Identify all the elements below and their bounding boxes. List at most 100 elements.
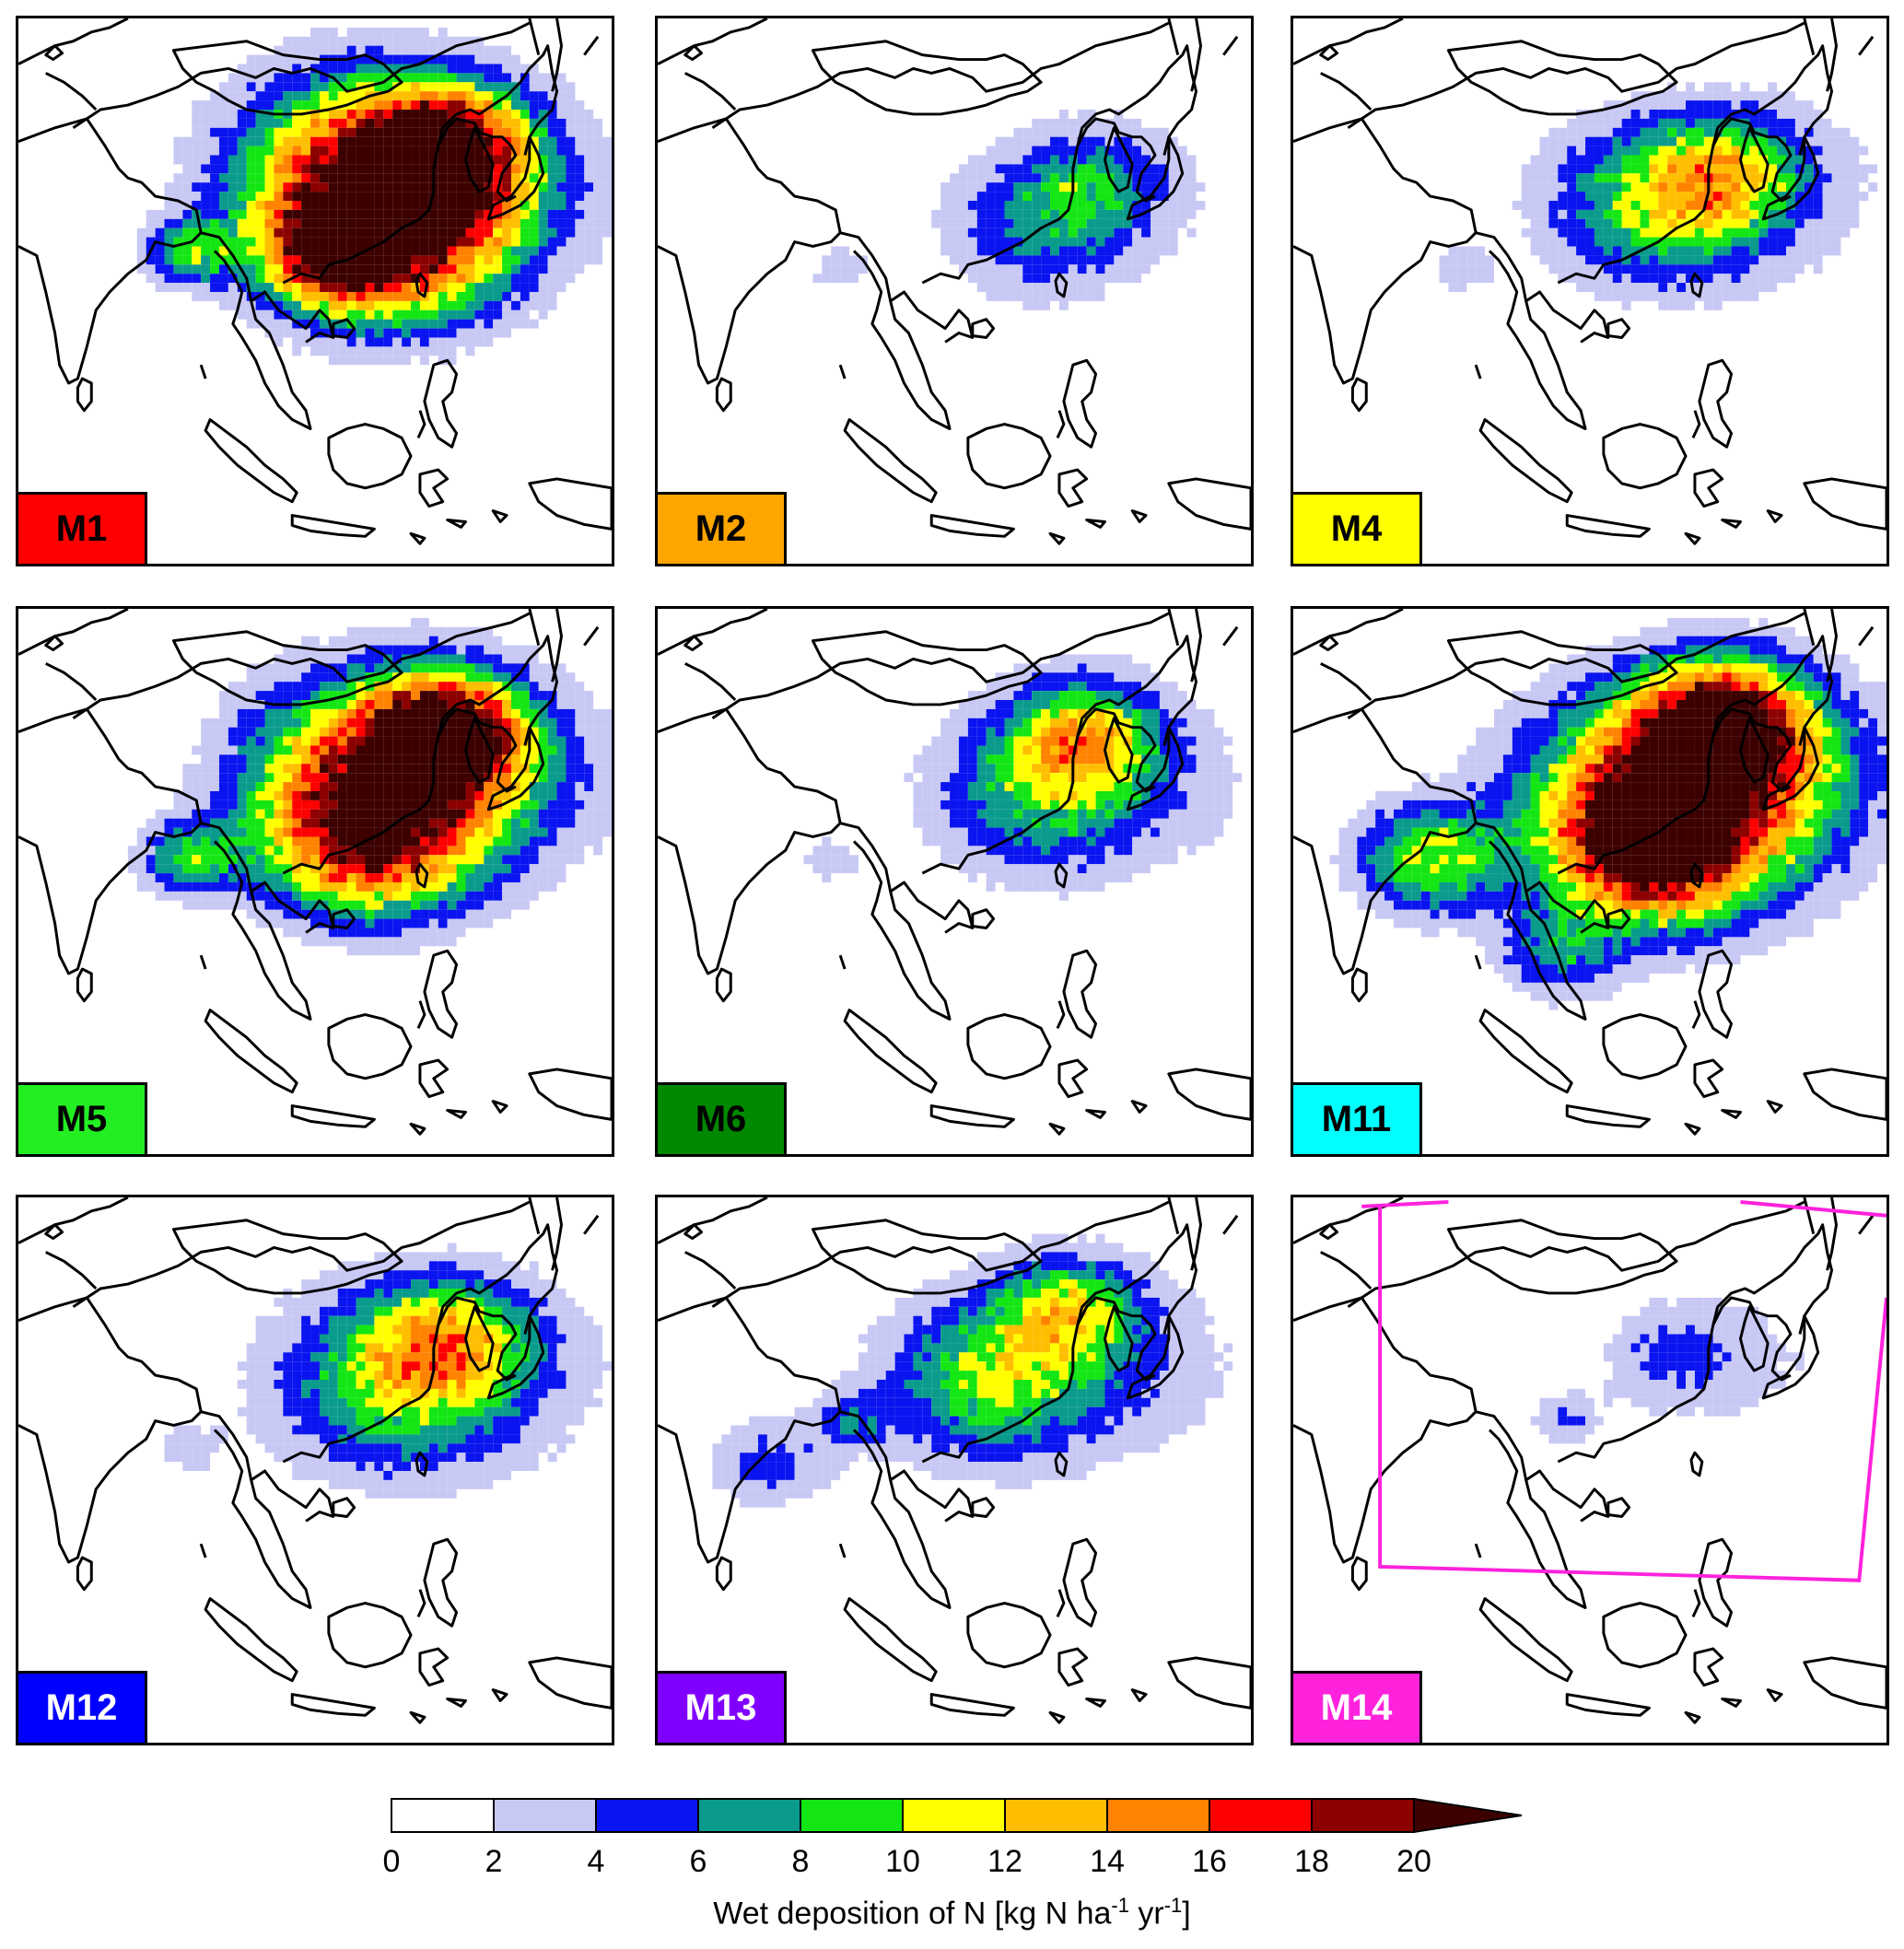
deposition-cell (1058, 727, 1069, 737)
deposition-cell (237, 200, 247, 210)
deposition-cell (374, 736, 384, 746)
deposition-cell (950, 846, 959, 856)
deposition-cell (328, 864, 338, 874)
deposition-cell (1032, 291, 1042, 301)
deposition-cell (1104, 654, 1115, 664)
deposition-map (1293, 18, 1886, 545)
deposition-cell (456, 155, 466, 165)
deposition-cell (456, 818, 466, 828)
deposition-cell (1114, 246, 1124, 256)
deposition-cell (310, 790, 320, 800)
deposition-cell (438, 881, 448, 892)
deposition-cell (1104, 228, 1115, 238)
deposition-cell (1576, 283, 1586, 292)
deposition-cell (1186, 173, 1197, 183)
deposition-cell (292, 645, 302, 655)
deposition-cell (474, 818, 485, 828)
deposition-cell (365, 356, 375, 366)
deposition-cell (182, 255, 193, 265)
deposition-cell (1151, 855, 1160, 865)
deposition-cell (301, 708, 311, 718)
deposition-cell (958, 708, 968, 718)
deposition-cell (255, 218, 265, 228)
coastline (658, 18, 768, 65)
deposition-cell (1151, 127, 1160, 137)
deposition-cell (319, 891, 329, 901)
deposition-cell (1104, 155, 1115, 165)
deposition-cell (1022, 827, 1033, 837)
deposition-cell (511, 864, 520, 874)
deposition-cell (155, 891, 165, 901)
deposition-cell (967, 736, 977, 746)
deposition-cell (1004, 146, 1014, 156)
deposition-cell (210, 764, 219, 774)
deposition-cell (1649, 274, 1659, 284)
deposition-cell (274, 718, 284, 728)
deposition-cell (392, 937, 403, 947)
deposition-cell (319, 682, 329, 692)
deposition-cell (950, 809, 959, 819)
deposition-cell (1205, 773, 1215, 783)
deposition-cell (1712, 200, 1723, 210)
deposition-cell (1621, 100, 1631, 110)
deposition-cell (1050, 173, 1059, 183)
deposition-cell (940, 228, 951, 238)
deposition-cell (950, 773, 959, 783)
deposition-cell (356, 855, 366, 865)
deposition-cell (1041, 274, 1051, 284)
deposition-cell (584, 782, 594, 791)
deposition-cell (292, 300, 302, 310)
deposition-cell (292, 118, 302, 128)
deposition-cell (356, 73, 366, 83)
deposition-cell (1058, 127, 1069, 137)
deposition-cell (1722, 155, 1732, 165)
deposition-cell (428, 745, 438, 755)
deposition-cell (319, 182, 329, 193)
deposition-cell (1196, 836, 1206, 846)
deposition-cell (1032, 764, 1042, 774)
deposition-cell (301, 736, 311, 746)
deposition-cell (593, 846, 603, 856)
deposition-cell (337, 64, 347, 74)
deposition-cell (301, 218, 311, 228)
deposition-cell (1132, 799, 1142, 810)
deposition-cell (1104, 274, 1115, 284)
deposition-cell (292, 274, 302, 284)
deposition-cell (228, 891, 238, 901)
deposition-cell (1731, 91, 1741, 101)
deposition-cell (1457, 264, 1467, 274)
deposition-cell (538, 745, 548, 755)
deposition-cell (1649, 91, 1659, 101)
deposition-cell (346, 209, 356, 219)
deposition-cell (1095, 255, 1105, 265)
deposition-cell (419, 718, 429, 728)
deposition-cell (529, 146, 539, 156)
deposition-cell (228, 773, 238, 783)
deposition-cell (456, 654, 466, 664)
deposition-cell (136, 264, 146, 274)
deposition-cell (995, 209, 1005, 219)
deposition-cell (447, 745, 457, 755)
deposition-cell (1214, 745, 1224, 755)
deposition-cell (556, 182, 567, 193)
deposition-cell (465, 192, 475, 201)
deposition-cell (520, 127, 530, 137)
deposition-cell (529, 708, 539, 718)
deposition-cell (337, 291, 347, 301)
deposition-cell (337, 809, 347, 819)
deposition-cell (538, 708, 548, 718)
deposition-cell (502, 745, 512, 755)
deposition-cell (428, 626, 438, 636)
deposition-cell (374, 718, 384, 728)
deposition-cell (940, 855, 951, 865)
deposition-cell (292, 255, 302, 265)
deposition-cell (1050, 764, 1059, 774)
deposition-cell (1694, 200, 1704, 210)
deposition-cell (274, 200, 284, 210)
deposition-cell (201, 718, 211, 728)
deposition-cell (419, 764, 429, 774)
deposition-cell (1058, 164, 1069, 174)
deposition-cell (1050, 274, 1059, 284)
deposition-cell (310, 155, 320, 165)
deposition-cell (967, 155, 977, 165)
